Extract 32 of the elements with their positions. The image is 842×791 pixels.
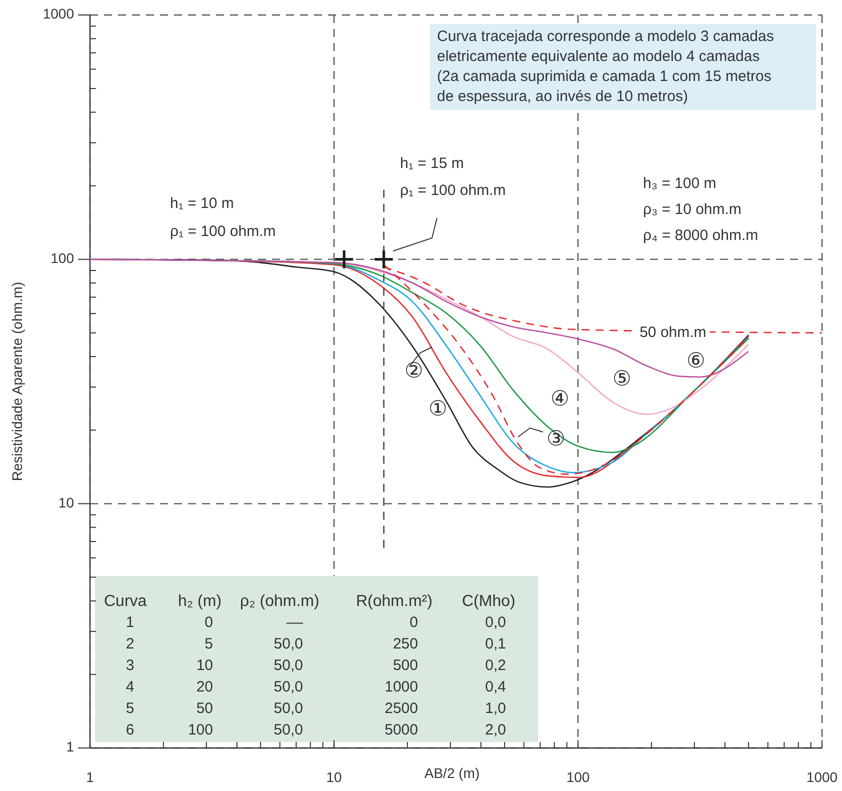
annotation: ρ₃ = 10 ohm.m [643, 201, 742, 218]
annotation: ② [404, 360, 424, 383]
y-axis-title: Resistividade Aparente (ohm.m) [9, 282, 25, 482]
annotation: ρ₁ = 100 ohm.m [170, 223, 276, 240]
x-tick-label: 1000 [806, 769, 838, 785]
annotation: ρ₄ = 8000 ohm.m [643, 227, 758, 244]
annotation: ① [428, 398, 448, 421]
annotation: ④ [550, 388, 570, 411]
text: 1 0 –– 0 0,0 [126, 614, 506, 631]
text: Curva h₂ (m) ρ₂ (ohm.m) R(ohm.m²) C(Mho) [104, 593, 516, 610]
text: 2 5 50,0 250 0,1 [126, 636, 506, 652]
text: 6 100 50,0 5000 2,0 [126, 722, 506, 738]
annotation: h₁ = 10 m [170, 195, 234, 212]
text: 3 10 50,0 500 0,2 [126, 657, 506, 674]
annotation: h₃ = 100 m [643, 175, 716, 192]
annotation: 50 ohm.m [640, 324, 706, 341]
y-tick-label: 1 [66, 738, 74, 755]
text: 4 20 50,0 1000 0,4 [126, 678, 506, 696]
annotation: ③ [546, 428, 566, 451]
annotation: Curva tracejada corresponde a modelo 3 camadas eletricamente equivalente ao modelo 4 camadas (2a camada suprimida e camada 1 com 15 metros de espessura, ao invés de 10 metros) [437, 28, 774, 105]
text: 5 50 50,0 2500 1,0 [126, 700, 506, 717]
annotation: h₁ = 15 m [400, 155, 464, 172]
x-tick-label: 100 [566, 769, 590, 785]
annotation: ⑤ [612, 368, 632, 391]
y-tick-label: 1000 [42, 6, 74, 22]
y-tick-label: 100 [50, 250, 74, 266]
x-axis-title: AB/2 (m) [424, 765, 480, 781]
annotation: ρ₁ = 100 ohm.m [400, 182, 506, 199]
y-tick-label: 10 [58, 494, 74, 510]
x-tick-label: 1 [86, 769, 94, 785]
x-tick-label: 10 [326, 769, 342, 785]
annotation: ⑥ [686, 350, 706, 373]
